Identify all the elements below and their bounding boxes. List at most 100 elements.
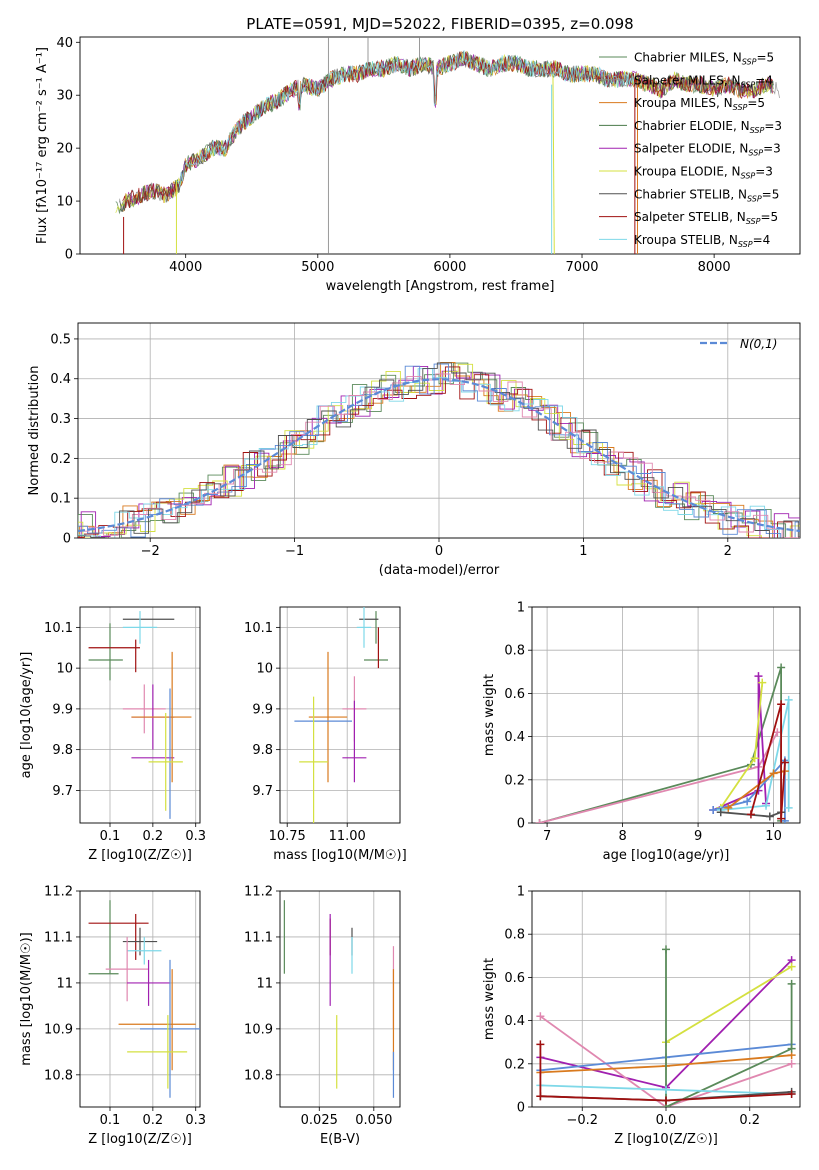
mass_vs_Z-xlabel: Z [log10(Z/Z☉)] [88, 1132, 192, 1147]
legend-text: Chabrier STELIB, N [634, 187, 747, 201]
age_vs_mass-ytick-label: 9.7 [252, 784, 273, 799]
age_vs_Z-xtick-label: 0.2 [143, 829, 164, 844]
normal-curve [78, 378, 800, 533]
weight_vs_Z-axes: −0.2 0.0 0.2 0 0.2 0.4 0.6 0.8 1 Z [log10(Z/Z☉)] m… [482, 885, 801, 1147]
mass_vs_Z-axes: 0.1 0.2 0.3 10.8 10.9 11 11.1 11.2 Z [log10(Z/Z☉… [19, 885, 206, 1148]
mass_vs_Z-xtick-label: 0.2 [143, 1113, 164, 1128]
spectrum-ytick-label: 0 [65, 248, 73, 263]
weight_vs_age-frame [531, 606, 801, 824]
legend-text: Chabrier MILES, N [634, 51, 742, 65]
age_vs_Z-xlabel: Z [log10(Z/Z☉)] [88, 848, 192, 863]
mass_vs_EBV-plot [283, 900, 395, 1098]
age_vs_Z-ytick-label: 9.7 [52, 784, 73, 799]
age_vs_Z-xtick-label: 0.1 [100, 829, 121, 844]
legend-text: Salpeter MILES, N [634, 73, 741, 87]
weight-marker [787, 1059, 796, 1068]
weight-marker [709, 806, 718, 815]
legend-entry: Kroupa MILES, NSSP=5 [634, 96, 765, 112]
weight-marker [754, 672, 763, 681]
mass_vs_Z-ytick-label: 10.9 [44, 1022, 73, 1037]
legend-text: Kroupa STELIB, N [634, 233, 738, 247]
residual-histogram [78, 363, 800, 538]
spectrum-ytick-label: 30 [56, 89, 73, 104]
mass_vs_EBV-ytick-label: 10.8 [244, 1068, 273, 1083]
mass_vs_EBV-frame [279, 890, 401, 1108]
weight-marker [662, 1096, 670, 1105]
weight-marker [765, 812, 774, 821]
weight_vs_age-ytick-label: 0.4 [504, 730, 525, 745]
legend-subscript: SSP [750, 126, 765, 135]
weight_vs_age-xlabel: age [log10(age/yr)] [603, 848, 730, 863]
spectrum-ytick-label: 10 [56, 195, 73, 210]
errorbar-point [148, 712, 183, 811]
residual-histogram [78, 373, 800, 538]
age_vs_Z-frame [79, 606, 201, 824]
mass_vs_Z-frame [79, 890, 201, 1108]
weight-line [539, 1044, 792, 1102]
weight-marker [716, 808, 725, 817]
weight_vs_age-ylabel: mass weight [482, 674, 497, 756]
weight-marker [784, 695, 793, 704]
weight-marker [662, 945, 670, 954]
legend-count: =3 [755, 165, 773, 179]
mass_vs_Z-xtick-label: 0.3 [185, 1113, 206, 1128]
weight_vs_Z-ytick-label: 0.2 [504, 1057, 525, 1072]
age_vs_Z-ytick-label: 10.1 [44, 621, 73, 636]
legend-text: Kroupa MILES, N [634, 96, 733, 110]
age_vs_Z-xtick-label: 0.3 [185, 829, 206, 844]
age_vs_mass-ytick-label: 10.1 [244, 621, 273, 636]
legend-entry: Salpeter MILES, NSSP=4 [634, 73, 773, 89]
age_vs_Z-ytick-label: 9.9 [52, 702, 73, 717]
mass_vs_EBV-xlabel: E(B-V) [320, 1132, 360, 1147]
legend-count: =4 [755, 73, 773, 87]
residuals-xlabel: (data-model)/error [379, 563, 500, 578]
age_vs_mass-frame [279, 606, 401, 824]
legend-count: =5 [760, 210, 778, 224]
legend-entry: Kroupa ELODIE, NSSP=3 [634, 165, 773, 181]
age_vs_Z-ytick-label: 10 [56, 662, 73, 677]
mass_vs_EBV-ytick-label: 10.9 [244, 1022, 273, 1037]
legend-text: Chabrier ELODIE, N [634, 119, 750, 133]
age_vs_mass-plot [294, 607, 388, 823]
weight_vs_age-xtick-label: 9 [694, 829, 702, 844]
residuals-ytick-label: 0.5 [50, 332, 71, 347]
errorbar-point [105, 936, 149, 1002]
legend-text: Salpeter STELIB, N [634, 210, 746, 224]
mass_vs_EBV-ytick-label: 11.2 [244, 885, 273, 900]
weight-line [539, 667, 782, 823]
spectrum-ytick-label: 20 [56, 142, 73, 157]
residuals-ytick-label: 0 [63, 532, 71, 547]
weight_vs_age-ytick-label: 0.6 [504, 687, 525, 702]
weight-marker [769, 769, 778, 778]
weight_vs_Z-plot [536, 945, 796, 1107]
legend-entry: Chabrier ELODIE, NSSP=3 [634, 119, 782, 135]
mass_vs_Z-ylabel: mass [log10(M/M☉)] [19, 932, 34, 1065]
weight-marker [758, 678, 767, 687]
spectrum-drop [552, 74, 555, 254]
weight-marker [536, 1040, 545, 1049]
weight_vs_Z-ytick-label: 0.8 [504, 928, 525, 943]
spectrum-plot [115, 37, 780, 254]
residuals-frame [77, 322, 801, 539]
legend-count: =3 [764, 119, 782, 133]
weight-marker [777, 814, 786, 823]
residuals-xtick-label: −1 [285, 544, 304, 559]
weight_vs_Z-xtick-label: 0.2 [739, 1113, 760, 1128]
mass_vs_EBV-xtick-label: 0.025 [301, 1113, 338, 1128]
weight_vs_age-ytick-label: 0.8 [504, 644, 525, 659]
mass_vs_Z-xtick-label: 0.1 [100, 1113, 121, 1128]
weight-marker [787, 962, 796, 971]
age_vs_mass-xtick-label: 11.00 [329, 829, 366, 844]
weight_vs_age-axes: 7 8 9 10 0 0.2 0.4 0.6 0.8 1 age [log10(age/yr)] ma… [482, 601, 801, 863]
residuals-xtick-label: 1 [579, 544, 587, 559]
legend-entry: Kroupa STELIB, NSSP=4 [634, 233, 770, 249]
errorbar-point [122, 684, 166, 734]
weight-marker [724, 803, 733, 812]
legend-count: =5 [762, 187, 780, 201]
age_vs_Z-plot [88, 611, 192, 819]
weight-line [719, 682, 764, 809]
weight-line [750, 703, 786, 819]
weight-marker [535, 819, 544, 823]
